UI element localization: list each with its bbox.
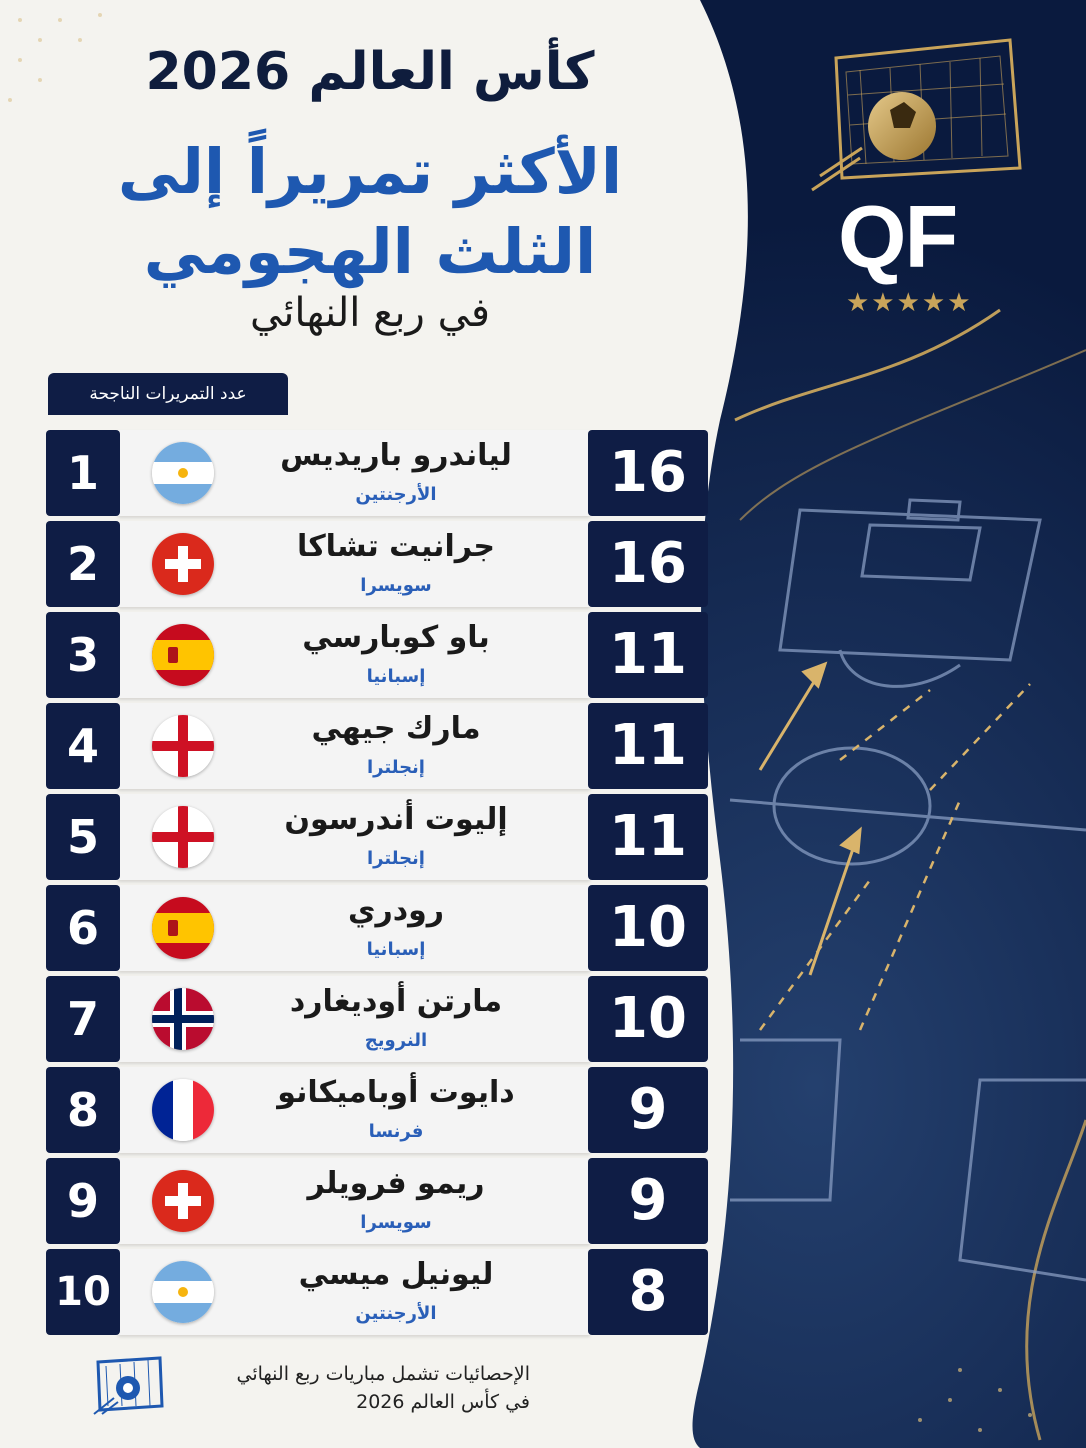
column-header-successful-passes: عدد التمريرات الناجحة — [48, 373, 288, 415]
flag-england-icon — [152, 806, 214, 868]
player-name: لياندرو باريديس — [280, 438, 512, 473]
flag-spain-icon — [152, 897, 214, 959]
pass-count: 16 — [588, 521, 708, 607]
pass-count: 16 — [588, 430, 708, 516]
table-row: 5 إليوت أندرسون إنجلترا 11 — [46, 794, 708, 880]
rank-number: 9 — [46, 1158, 120, 1244]
table-row: 6 رودري إسبانيا 10 — [46, 885, 708, 971]
flag-argentina-icon — [152, 1261, 214, 1323]
footer-line2: في كأس العالم 2026 — [356, 1391, 530, 1413]
player-name: ليونيل ميسي — [298, 1257, 494, 1292]
rank-number: 1 — [46, 430, 120, 516]
subtitle-quarterfinal: في ربع النهائي — [249, 290, 491, 336]
player-country: إنجلترا — [367, 757, 425, 778]
player-name: مارك جيهي — [311, 711, 481, 746]
rank-number: 6 — [46, 885, 120, 971]
player-name: رودري — [347, 893, 445, 928]
table-row: 4 مارك جيهي إنجلترا 11 — [46, 703, 708, 789]
pass-count: 9 — [588, 1067, 708, 1153]
player-country: فرنسا — [368, 1121, 424, 1142]
table-row: 9 ريمو فرويلر سويسرا 9 — [46, 1158, 708, 1244]
player-name: دايوت أوباميكانو — [277, 1075, 515, 1110]
flag-switzerland-icon — [152, 1170, 214, 1232]
player-country: الأرجنتين — [355, 484, 437, 505]
flag-switzerland-icon — [152, 533, 214, 595]
rank-number: 7 — [46, 976, 120, 1062]
rank-number: 8 — [46, 1067, 120, 1153]
rank-number: 4 — [46, 703, 120, 789]
rank-number: 3 — [46, 612, 120, 698]
table-row: 2 جرانيت تشاكا سويسرا 16 — [46, 521, 708, 607]
player-name: إليوت أندرسون — [284, 802, 508, 837]
player-name: مارتن أوديغارد — [289, 984, 503, 1019]
player-country: الأرجنتين — [355, 1303, 437, 1324]
table-row: 10 ليونيل ميسي الأرجنتين 8 — [46, 1249, 708, 1335]
flag-argentina-icon — [152, 442, 214, 504]
flag-france-icon — [152, 1079, 214, 1141]
table-row: 7 مارتن أوديغارد النرويج 10 — [46, 976, 708, 1062]
flag-spain-icon — [152, 624, 214, 686]
rank-number: 10 — [46, 1249, 120, 1335]
player-country: سويسرا — [360, 575, 432, 596]
pass-count: 8 — [588, 1249, 708, 1335]
player-country: إسبانيا — [366, 939, 426, 960]
table-row: 1 لياندرو باريديس الأرجنتين 16 — [46, 430, 708, 516]
pass-count: 9 — [588, 1158, 708, 1244]
flag-england-icon — [152, 715, 214, 777]
title-world-cup: كأس العالم 2026 — [145, 42, 595, 102]
player-country: النرويج — [364, 1030, 428, 1051]
pass-count: 11 — [588, 794, 708, 880]
pass-count: 11 — [588, 612, 708, 698]
player-name: ريمو فرويلر — [307, 1166, 485, 1201]
player-country: إنجلترا — [367, 848, 425, 869]
table-row: 8 دايوت أوباميكانو فرنسا 9 — [46, 1067, 708, 1153]
pass-count: 11 — [588, 703, 708, 789]
player-country: إسبانيا — [366, 666, 426, 687]
flag-norway-icon — [152, 988, 214, 1050]
title-main-line1: الأكثر تمريراً إلى — [117, 135, 623, 208]
rank-number: 5 — [46, 794, 120, 880]
player-name: جرانيت تشاكا — [296, 529, 496, 564]
footer-line1: الإحصائيات تشمل مباريات ربع النهائي — [236, 1363, 530, 1385]
pass-count: 10 — [588, 976, 708, 1062]
footer-goal-icon — [92, 1356, 166, 1416]
player-country: سويسرا — [360, 1212, 432, 1233]
footer-note: الإحصائيات تشمل مباريات ربع النهائي في ك… — [180, 1360, 530, 1416]
player-name: باو كوبارسي — [302, 620, 490, 655]
title-main: الأكثر تمريراً إلى الثلث الهجومي — [0, 132, 740, 292]
rank-number: 2 — [46, 521, 120, 607]
title-main-line2: الثلث الهجومي — [143, 215, 597, 288]
table-row: 3 باو كوبارسي إسبانيا 11 — [46, 612, 708, 698]
pass-count: 10 — [588, 885, 708, 971]
qf-badge: QF — [838, 187, 958, 286]
stars-rating: ★★★★★ — [846, 288, 973, 318]
